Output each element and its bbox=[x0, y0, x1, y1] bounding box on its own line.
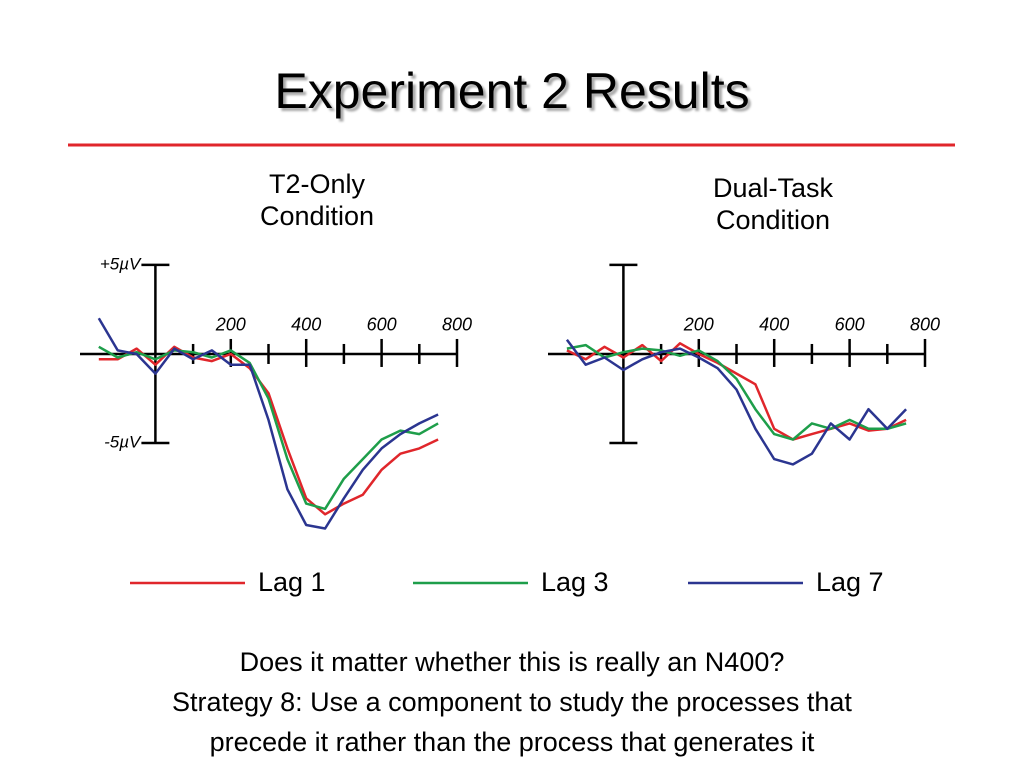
y-tick-label: +5µV bbox=[100, 254, 142, 273]
waveform bbox=[566, 343, 907, 441]
caption-line: Does it matter whether this is really an… bbox=[239, 647, 785, 677]
x-tick-label: 400 bbox=[759, 315, 789, 335]
caption: Does it matter whether this is really an… bbox=[0, 642, 1024, 762]
legend-label: Lag 3 bbox=[541, 567, 609, 597]
waveform bbox=[565, 338, 908, 466]
x-tick-label: 800 bbox=[442, 315, 472, 335]
legend-label: Lag 1 bbox=[258, 567, 326, 597]
x-tick-label: 600 bbox=[835, 315, 865, 335]
waveform bbox=[98, 345, 439, 511]
waveform bbox=[97, 317, 439, 530]
waveform bbox=[98, 345, 439, 516]
x-tick-label: 800 bbox=[910, 315, 940, 335]
x-tick-label: 200 bbox=[683, 315, 714, 335]
x-tick-label: 200 bbox=[215, 315, 246, 335]
x-tick-label: 400 bbox=[291, 315, 321, 335]
legend-label: Lag 7 bbox=[816, 567, 884, 597]
caption-line: Strategy 8: Use a component to study the… bbox=[172, 687, 852, 717]
y-tick-label: -5µV bbox=[104, 433, 142, 452]
x-tick-label: 600 bbox=[367, 315, 397, 335]
caption-line: precede it rather than the process that … bbox=[209, 727, 815, 757]
chart-title: Dual-Task Condition bbox=[712, 173, 834, 235]
slide-title: Experiment 2 Results bbox=[274, 63, 750, 119]
waveform bbox=[566, 342, 907, 441]
chart-title: T2-Only Condition bbox=[259, 169, 375, 231]
